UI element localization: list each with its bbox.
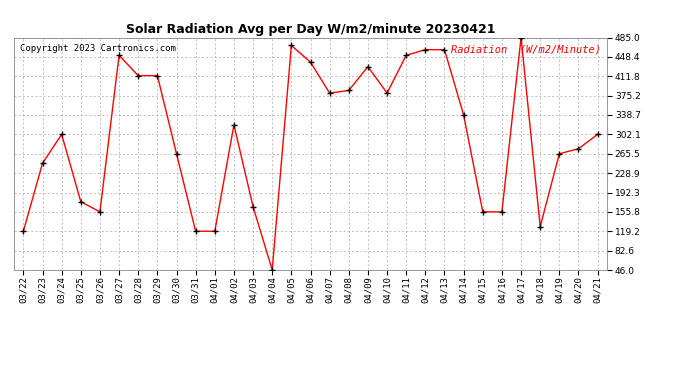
Text: Radiation  (W/m2/Minute): Radiation (W/m2/Minute) (451, 45, 601, 54)
Text: Copyright 2023 Cartronics.com: Copyright 2023 Cartronics.com (20, 45, 176, 54)
Title: Solar Radiation Avg per Day W/m2/minute 20230421: Solar Radiation Avg per Day W/m2/minute … (126, 23, 495, 36)
